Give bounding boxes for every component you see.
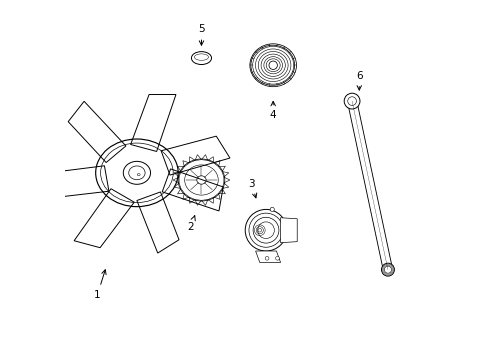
Polygon shape — [280, 218, 297, 243]
Circle shape — [270, 207, 274, 211]
Polygon shape — [347, 100, 392, 271]
Ellipse shape — [191, 51, 211, 64]
Text: 6: 6 — [355, 71, 362, 90]
Text: 5: 5 — [198, 24, 204, 45]
Circle shape — [344, 93, 359, 109]
Ellipse shape — [128, 166, 145, 180]
Ellipse shape — [123, 161, 150, 184]
Text: 1: 1 — [94, 270, 106, 300]
Circle shape — [275, 256, 279, 260]
Circle shape — [268, 61, 277, 69]
Ellipse shape — [178, 159, 224, 201]
Circle shape — [264, 256, 268, 260]
Text: 4: 4 — [269, 102, 276, 121]
Polygon shape — [255, 251, 280, 262]
Text: 3: 3 — [248, 179, 256, 198]
Text: 2: 2 — [187, 216, 195, 231]
Circle shape — [381, 263, 394, 276]
Circle shape — [244, 210, 286, 251]
